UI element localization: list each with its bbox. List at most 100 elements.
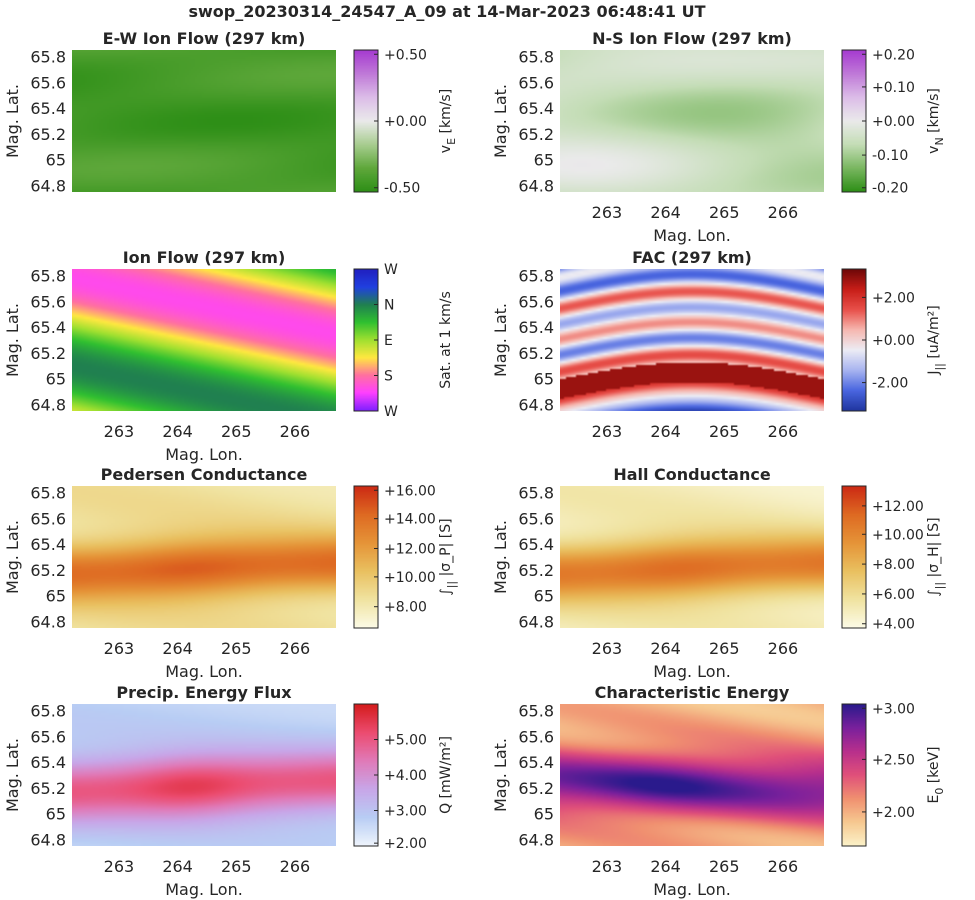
x-tick-label: 266 [280, 857, 311, 876]
x-tick-label: 264 [650, 203, 681, 222]
heatmap-image [72, 486, 336, 628]
colorbar-tick-label: +4.00 [872, 617, 915, 633]
x-tick-label: 264 [650, 639, 681, 658]
colorbar-tick-label: +10.00 [872, 527, 924, 543]
y-tick-label: 65 [534, 370, 554, 389]
x-tick-label: 264 [162, 639, 193, 658]
panel-flux: Precip. Energy Flux 65.8 65.6 65.4 65.2 65 64.… [3, 683, 454, 899]
x-tick-label: 266 [768, 857, 799, 876]
colorbar-tick-label: +0.50 [384, 47, 427, 63]
y-tick-label: 65.6 [518, 73, 554, 92]
x-tick-label: 266 [280, 422, 311, 441]
y-tick-label: 65.4 [30, 753, 66, 772]
colorbar-tick-label: W [384, 404, 398, 420]
y-axis-label: Mag. Lat. [3, 84, 22, 158]
colorbar-label-sub: || [933, 582, 946, 589]
colorbar-tick-label: +3.00 [872, 701, 915, 717]
colorbar-label-main: J [926, 371, 942, 376]
panel-title: Ion Flow (297 km) [123, 248, 286, 267]
y-tick-label: 65 [534, 805, 554, 824]
y-tick-label: 65.8 [30, 47, 66, 66]
panel-ns: N-S Ion Flow (297 km) 65.8 65.6 65.4 65.2 65 6… [491, 29, 946, 245]
colorbar-label: E0 [keV] [926, 746, 946, 803]
y-tick-label: 65.2 [518, 561, 554, 580]
x-tick-label: 265 [709, 422, 740, 441]
colorbar-tick-label: +2.50 [872, 752, 915, 768]
y-tick-label: 65.8 [518, 483, 554, 502]
colorbar-tick-label: +2.00 [384, 836, 427, 852]
x-tick-label: 263 [592, 639, 623, 658]
x-axis-label: Mag. Lon. [653, 226, 731, 245]
colorbar-label-units: [uA/m²] [926, 305, 942, 363]
colorbar-tick-label: +0.20 [872, 47, 915, 63]
heatmap-image [72, 50, 336, 192]
x-axis-label: Mag. Lon. [165, 880, 243, 899]
y-tick-label: 65.4 [518, 99, 554, 118]
colorbar-tick-label: E [384, 333, 393, 349]
y-tick-label: 64.8 [518, 396, 554, 415]
colorbar [842, 486, 866, 628]
colorbar [842, 704, 866, 846]
colorbar-label: ∫|| |σ_P| [S] [438, 518, 458, 595]
panel-e0: Characteristic Energy 65.8 65.6 65.4 65.2 65 6… [491, 683, 946, 899]
colorbar-label-units: [km/s] [438, 89, 454, 138]
x-axis-label: Mag. Lon. [165, 445, 243, 464]
x-tick-label: 264 [162, 857, 193, 876]
colorbar-label-units: [mW/m²] [438, 736, 454, 803]
colorbar-label: vN [km/s] [926, 88, 946, 154]
colorbar-tick-label: +0.00 [872, 333, 915, 349]
y-tick-label: 65.4 [30, 535, 66, 554]
x-tick-label: 265 [709, 857, 740, 876]
x-tick-label: 263 [104, 857, 135, 876]
y-tick-label: 65.6 [518, 509, 554, 528]
y-tick-label: 65.6 [518, 727, 554, 746]
y-axis-label: Mag. Lat. [3, 520, 22, 594]
colorbar-tick-label: +6.00 [872, 587, 915, 603]
panel-title: Precip. Energy Flux [116, 683, 292, 702]
y-tick-label: 64.8 [30, 177, 66, 196]
panel-title: Characteristic Energy [595, 683, 790, 702]
colorbar-label-sub: || [445, 581, 458, 588]
x-tick-label: 264 [650, 422, 681, 441]
heatmap-image [560, 486, 824, 628]
y-tick-label: 65.8 [30, 266, 66, 285]
panel-title: Pedersen Conductance [101, 465, 308, 484]
y-tick-label: 65.2 [30, 779, 66, 798]
y-tick-label: 65.4 [518, 535, 554, 554]
colorbar-frame [353, 485, 379, 629]
y-tick-label: 65.6 [30, 509, 66, 528]
y-tick-label: 65.8 [30, 483, 66, 502]
x-tick-label: 265 [221, 422, 252, 441]
colorbar-label-units: |σ_P| [S] [438, 518, 454, 580]
x-tick-label: 265 [709, 639, 740, 658]
panels: E-W Ion Flow (297 km) 65.8 65.6 65.4 65.2 65 6… [3, 29, 946, 899]
colorbar-tick-label: +2.00 [872, 805, 915, 821]
y-tick-label: 65.6 [30, 292, 66, 311]
colorbar-label-sub: || [933, 363, 946, 370]
x-tick-label: 264 [650, 857, 681, 876]
y-tick-label: 65.8 [518, 266, 554, 285]
y-tick-label: 65.6 [30, 73, 66, 92]
heatmap-image [72, 704, 336, 846]
y-tick-label: 65 [534, 151, 554, 170]
y-tick-label: 65.2 [30, 561, 66, 580]
y-axis-label: Mag. Lat. [3, 303, 22, 377]
colorbar-label-sub: E [445, 138, 458, 145]
y-axis-label: Mag. Lat. [491, 84, 510, 158]
colorbar-tick-label: W [384, 262, 398, 278]
colorbar-tick-label: +12.00 [384, 541, 436, 557]
x-tick-label: 266 [768, 639, 799, 658]
x-tick-label: 263 [592, 422, 623, 441]
heatmap-image [560, 50, 824, 192]
y-axis-label: Mag. Lat. [491, 520, 510, 594]
colorbar-label-sub: N [933, 137, 946, 145]
y-tick-label: 64.8 [518, 831, 554, 850]
heatmap-image [560, 704, 824, 846]
y-tick-label: 65.4 [518, 753, 554, 772]
colorbar-label-main: E [926, 795, 942, 804]
colorbar-tick-label: -0.10 [872, 148, 908, 164]
colorbar-label-units: [km/s] [926, 88, 942, 137]
y-tick-label: 64.8 [30, 613, 66, 632]
colorbar [354, 486, 378, 628]
colorbar-tick-label: +0.00 [872, 114, 915, 130]
